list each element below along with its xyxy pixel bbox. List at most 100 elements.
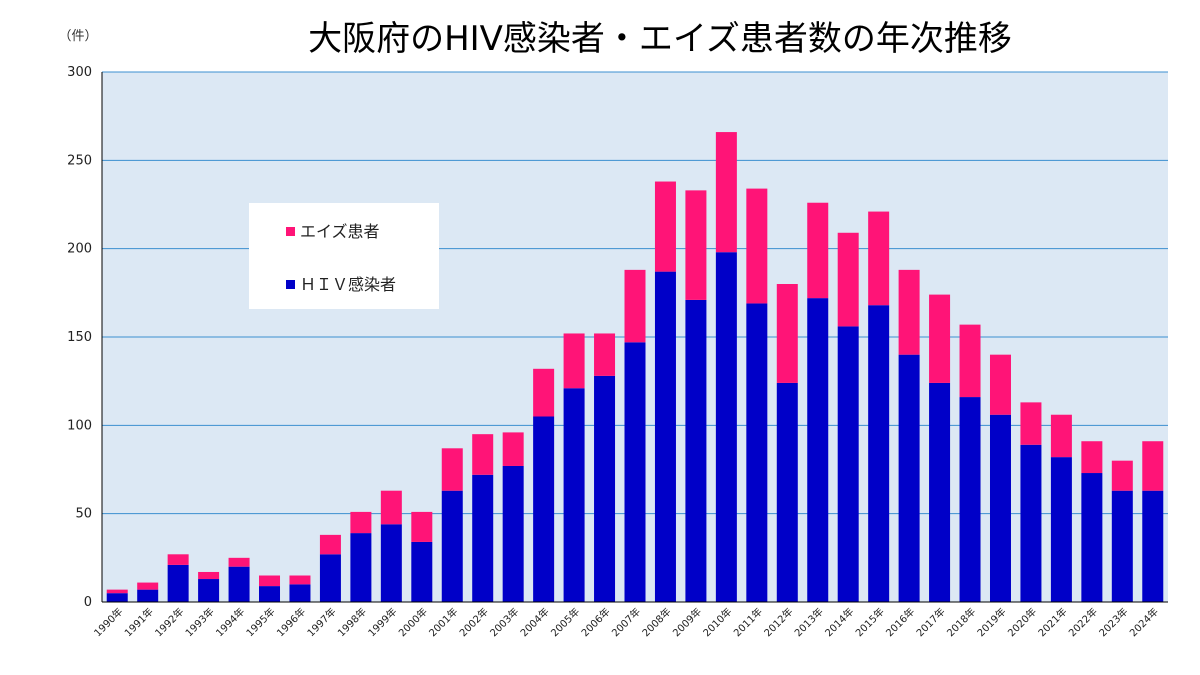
legend-label-aids: エイズ患者 <box>300 222 380 241</box>
bar-hiv-2019年 <box>989 414 1011 602</box>
x-tick-label: 2007年 <box>609 605 643 639</box>
x-tick-label: 2021年 <box>1035 605 1069 639</box>
bar-hiv-2008年 <box>654 271 676 602</box>
x-tick-label: 1990年 <box>91 605 125 639</box>
legend-swatch-aids <box>286 227 295 236</box>
bar-aids-2018年 <box>959 324 981 398</box>
bar-hiv-2014年 <box>837 326 859 602</box>
bar-hiv-2013年 <box>807 298 829 602</box>
y-tick-label: 250 <box>67 153 92 168</box>
bar-aids-1998年 <box>350 511 372 534</box>
bar-hiv-2002年 <box>472 474 494 602</box>
bar-hiv-2017年 <box>929 382 951 602</box>
bars <box>106 132 1164 602</box>
x-tick-label: 2004年 <box>517 605 551 639</box>
x-tick-label: 1992年 <box>152 605 186 639</box>
x-tick-label: 1994年 <box>213 605 247 639</box>
bar-hiv-2023年 <box>1111 490 1133 602</box>
bar-aids-2022年 <box>1081 441 1103 474</box>
bar-aids-2004年 <box>533 368 555 417</box>
bar-aids-1991年 <box>137 582 159 590</box>
bar-aids-2000年 <box>411 511 433 542</box>
y-tick-label: 200 <box>67 242 92 257</box>
x-tick-label: 2018年 <box>944 605 978 639</box>
x-tick-label: 2003年 <box>487 605 521 639</box>
x-tick-label: 1993年 <box>182 605 216 639</box>
x-tick-label: 2012年 <box>761 605 795 639</box>
bar-aids-2021年 <box>1050 414 1072 458</box>
x-tick-label: 2014年 <box>822 605 856 639</box>
bar-hiv-2003年 <box>502 465 524 602</box>
x-tick-label: 2008年 <box>639 605 673 639</box>
bar-aids-2013年 <box>807 202 829 299</box>
x-axis-ticks: 1990年1991年1992年1993年1994年1995年1996年1997年… <box>91 605 1161 639</box>
bar-hiv-2007年 <box>624 342 646 602</box>
x-tick-label: 2024年 <box>1127 605 1161 639</box>
bar-hiv-1992年 <box>167 564 189 602</box>
bar-hiv-2016年 <box>898 354 920 602</box>
y-tick-label: 100 <box>67 418 92 433</box>
x-tick-label: 1999年 <box>365 605 399 639</box>
x-tick-label: 2010年 <box>700 605 734 639</box>
bar-aids-2003年 <box>502 432 524 466</box>
x-tick-label: 2000年 <box>396 605 430 639</box>
y-axis-unit-label: （件） <box>58 29 97 44</box>
x-tick-label: 2017年 <box>913 605 947 639</box>
bar-hiv-1998年 <box>350 533 372 602</box>
bar-hiv-2012年 <box>776 382 798 602</box>
bar-aids-2011年 <box>746 188 768 304</box>
legend-label-hiv: ＨＩＶ感染者 <box>300 275 396 294</box>
x-tick-label: 1997年 <box>304 605 338 639</box>
x-tick-label: 2023年 <box>1096 605 1130 639</box>
bar-hiv-2015年 <box>868 305 890 602</box>
bar-aids-1995年 <box>259 575 281 587</box>
x-tick-label: 2013年 <box>792 605 826 639</box>
bar-aids-2014年 <box>837 232 859 327</box>
bar-hiv-2000年 <box>411 541 433 602</box>
bar-aids-1993年 <box>198 571 220 580</box>
bar-aids-2002年 <box>472 434 494 475</box>
bar-aids-2005年 <box>563 333 585 389</box>
bar-aids-2012年 <box>776 284 798 383</box>
bar-aids-2023年 <box>1111 460 1133 491</box>
bar-hiv-2011年 <box>746 303 768 602</box>
x-tick-label: 1991年 <box>122 605 156 639</box>
bar-aids-2001年 <box>441 448 463 491</box>
bar-hiv-2022年 <box>1081 473 1103 602</box>
x-tick-label: 1995年 <box>243 605 277 639</box>
bar-aids-2006年 <box>594 333 616 376</box>
legend-box <box>249 203 439 309</box>
bar-hiv-2005年 <box>563 388 585 602</box>
x-tick-label: 2006年 <box>578 605 612 639</box>
bar-aids-2009年 <box>685 190 707 300</box>
bar-hiv-1990年 <box>106 593 128 602</box>
bar-hiv-1993年 <box>198 579 220 602</box>
bar-hiv-2021年 <box>1050 457 1072 602</box>
y-axis-ticks: 0 50 100 150 200 250 300 <box>67 65 92 610</box>
bar-hiv-1991年 <box>137 589 159 602</box>
chart-title: 大阪府のHIV感染者・エイズ患者数の年次推移 <box>308 19 1012 59</box>
bar-aids-2020年 <box>1020 402 1042 445</box>
bar-aids-1994年 <box>228 557 250 567</box>
bar-aids-2010年 <box>715 132 737 253</box>
bar-hiv-1996年 <box>289 584 311 602</box>
x-tick-label: 1998年 <box>335 605 369 639</box>
bar-aids-2015年 <box>868 211 890 306</box>
x-tick-label: 2015年 <box>853 605 887 639</box>
bar-aids-2019年 <box>989 354 1011 415</box>
bar-hiv-2009年 <box>685 299 707 602</box>
bar-aids-2008年 <box>654 181 676 272</box>
bar-aids-1997年 <box>319 534 341 555</box>
bar-aids-1992年 <box>167 554 189 565</box>
bar-aids-1990年 <box>106 589 128 594</box>
y-tick-label: 150 <box>67 330 92 345</box>
bar-aids-1996年 <box>289 575 311 585</box>
bar-hiv-2020年 <box>1020 444 1042 602</box>
bar-hiv-1994年 <box>228 566 250 602</box>
bar-hiv-2006年 <box>594 375 616 602</box>
x-tick-label: 2022年 <box>1066 605 1100 639</box>
bar-hiv-2010年 <box>715 252 737 602</box>
y-tick-label: 50 <box>75 507 92 522</box>
bar-aids-2007年 <box>624 269 646 343</box>
